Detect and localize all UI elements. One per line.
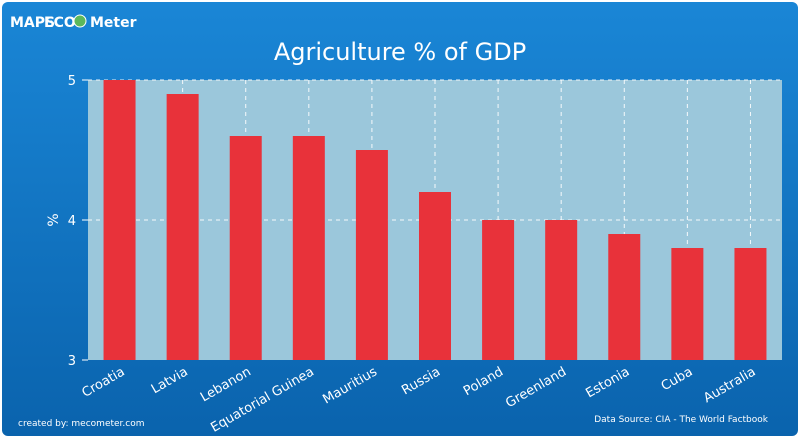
bars: [103, 80, 767, 360]
bar-cuba: [671, 248, 704, 360]
bar-estonia: [608, 234, 641, 360]
y-axis-label: %: [46, 213, 62, 226]
y-tick-label-0: 3: [68, 354, 76, 369]
y-tick-label-2: 5: [68, 74, 76, 89]
bar-equatorial-guinea: [292, 136, 325, 360]
bar-latvia: [166, 94, 199, 360]
logo-part-maps: MAPS: [10, 15, 55, 31]
bar-mauritius: [355, 150, 388, 360]
y-tick-label-1: 4: [68, 214, 76, 229]
footer-source: Data Source: CIA - The World Factbook: [594, 415, 769, 425]
chart-title: Agriculture % of GDP: [274, 38, 526, 66]
y-axis-ticks: 3 4 5: [68, 74, 88, 369]
bar-australia: [734, 248, 767, 360]
brand-logo: MAPS ECO Meter: [10, 14, 137, 31]
bar-poland: [482, 220, 515, 360]
logo-part-meter: Meter: [90, 15, 137, 31]
bar-russia: [419, 192, 451, 360]
bar-greenland: [545, 220, 578, 360]
footer-credit: created by: mecometer.com: [18, 419, 145, 429]
bar-lebanon: [229, 136, 262, 360]
logo-part-eco: ECO: [44, 15, 76, 31]
globe-icon: [73, 14, 87, 28]
bar-croatia: [103, 80, 136, 360]
